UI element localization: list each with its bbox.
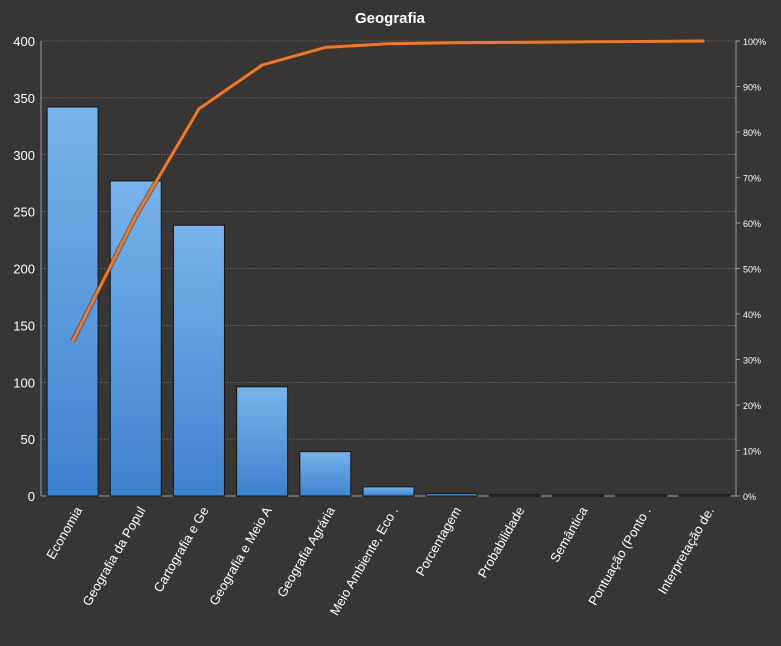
bar — [362, 486, 415, 497]
y2-tick-label: 90% — [743, 83, 761, 93]
cumulative-line — [70, 38, 705, 343]
y-tick-label: 400 — [13, 34, 35, 49]
x-tick-label: Semântica — [547, 503, 591, 564]
bar — [488, 494, 541, 497]
y-tick-label: 150 — [13, 318, 35, 333]
y-tick-label: 200 — [13, 262, 35, 277]
x-tick-label: Economia — [43, 503, 85, 561]
y-tick-label: 350 — [13, 91, 35, 106]
x-tick-label: Probabilidade — [475, 504, 528, 580]
x-tick-label: Meio Ambiente, Eco . — [327, 504, 401, 618]
bars — [46, 106, 731, 497]
y-tick-label: 300 — [13, 148, 35, 163]
x-tick-label: Pontuação (Ponto . — [585, 504, 654, 608]
y2-tick-label: 60% — [743, 219, 761, 229]
bar — [678, 494, 731, 497]
y2-tick-label: 40% — [743, 310, 761, 320]
x-tick-label: Cartografia e Ge — [151, 504, 212, 595]
bar — [46, 106, 99, 497]
bar — [299, 451, 352, 497]
y2-tick-label: 100% — [743, 37, 766, 47]
bar — [425, 493, 478, 497]
bar — [109, 180, 162, 497]
y2-tick-label: 10% — [743, 447, 761, 457]
cumulative-line-shadow — [70, 38, 705, 343]
y-tick-label: 50 — [21, 432, 35, 447]
y2-tick-label: 80% — [743, 128, 761, 138]
y2-tick-label: 70% — [743, 174, 761, 184]
bar — [172, 224, 225, 497]
y2-tick-label: 20% — [743, 401, 761, 411]
bar — [615, 494, 668, 497]
y2-tick-label: 50% — [743, 265, 761, 275]
cumulative-line-path — [71, 39, 705, 342]
x-tick-label: Geografia e Meio A — [206, 504, 275, 608]
x-tick-label: Geografia da Popul — [79, 504, 148, 609]
chart-title: Geografia — [355, 10, 426, 27]
bar — [552, 494, 605, 497]
y2-tick-label: 30% — [743, 356, 761, 366]
x-tick-label: Geografia Agrária — [274, 503, 338, 599]
x-tick-label: Interpretação de. — [655, 504, 717, 597]
y-tick-label: 100 — [13, 375, 35, 390]
bar — [236, 386, 289, 497]
y2-tick-label: 0% — [743, 492, 756, 502]
y-tick-label: 250 — [13, 205, 35, 220]
x-tick-label: Porcentagem — [413, 504, 465, 578]
y-tick-label: 0 — [28, 489, 35, 504]
